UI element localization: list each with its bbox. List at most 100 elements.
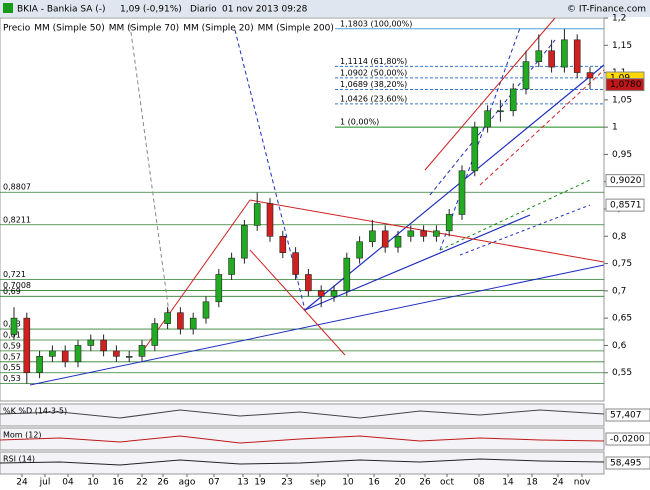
candle-body [279, 235, 287, 253]
candle-body [471, 126, 479, 172]
title: BKIA - Bankia SA (-) [17, 5, 106, 15]
x-tick-label: 24 [16, 478, 28, 488]
legend-item: MM (Simple 200) [258, 24, 334, 34]
candle-body [36, 356, 43, 374]
x-tick-label: 19 [254, 478, 266, 488]
x-tick-label: 07 [208, 478, 219, 488]
x-tick-label: 04 [62, 478, 74, 488]
x-tick-label: 20 [394, 478, 406, 488]
trend-line [424, 17, 556, 171]
support-label: 0,59 [3, 341, 21, 350]
x-tick-label: 24 [552, 478, 564, 488]
indicator-value [605, 432, 650, 446]
x-tick-label: 10 [342, 478, 354, 488]
trend-line [479, 69, 605, 186]
trend-line [249, 199, 605, 263]
y-tick-label: 0,6 [612, 341, 627, 351]
candle-body [61, 350, 69, 363]
indicator-name: %K %D (14-3-5) [3, 407, 67, 416]
price-marker [605, 78, 645, 92]
support-label: 0,8211 [3, 215, 31, 224]
x-tick-label: jul [39, 478, 51, 488]
y-tick-label: 0,55 [612, 368, 632, 378]
y-tick-label: 0,65 [612, 314, 632, 324]
logo [3, 3, 13, 13]
support-label: 0,721 [3, 270, 26, 279]
trend-line [304, 64, 605, 311]
x-tick-label: 26 [419, 478, 431, 488]
candle-body [586, 72, 594, 79]
trend-line [129, 24, 171, 321]
x-tick-label: 10 [87, 478, 99, 488]
trend-line [439, 27, 521, 251]
fib-label: 1,0689 (38,20%) [340, 80, 407, 89]
candle-body [125, 356, 133, 358]
candle-body [317, 290, 325, 297]
candle-body [189, 317, 197, 330]
legend-item: MM (Simple 50) [34, 24, 104, 34]
fib-label: 1,0426 (23,60%) [340, 94, 407, 103]
x-tick-label: 26 [157, 478, 169, 488]
price-marker [605, 174, 645, 188]
y-tick-label: 1,05 [612, 95, 632, 105]
x-tick-label: 16 [112, 478, 124, 488]
candle-body [369, 230, 376, 243]
trend-line [139, 199, 251, 356]
candle-body [228, 257, 235, 275]
candle-body [87, 339, 95, 346]
support-label: 0,57 [3, 352, 21, 361]
candle-body [202, 301, 210, 319]
candle-body [381, 230, 389, 248]
candle-body [292, 252, 299, 275]
x-tick-label: 23 [281, 478, 292, 488]
price-marker [605, 198, 645, 212]
indicator-name: Mom (12) [3, 431, 42, 440]
x-tick-label: 13 [237, 478, 248, 488]
candle-body [23, 317, 31, 374]
candle-body [151, 323, 159, 346]
x-tick-label: 08 [473, 478, 485, 488]
candle-body [573, 39, 581, 73]
last-price: 1,09 (-0,91%) [120, 5, 182, 15]
support-label: 0,7008 [3, 281, 31, 290]
x-tick-label: nov [574, 478, 591, 488]
trend-line [304, 214, 531, 311]
trend-line [29, 264, 605, 386]
candle-body [407, 230, 415, 237]
candle-body [535, 50, 543, 62]
x-tick-label: 16 [368, 478, 380, 488]
fib-label: 1 (0,00%) [340, 118, 379, 127]
x-tick-label: ago [179, 478, 196, 488]
candle-body [177, 312, 184, 330]
period: Diario [190, 5, 217, 15]
support-label: 0,69 [3, 287, 21, 296]
x-tick-label: oct [440, 478, 454, 488]
stoch-panel [0, 403, 605, 427]
y-tick-label: 0,75 [612, 259, 632, 269]
support-label: 0,53 [3, 374, 21, 383]
indicator-line [0, 458, 605, 466]
candle-body [330, 290, 338, 297]
indicator-value [605, 456, 650, 470]
y-tick-label: 0,8 [612, 232, 627, 242]
candle-body [394, 235, 402, 248]
support-label: 0,55 [3, 363, 21, 372]
indicator-value-label: 57,407 [610, 411, 642, 421]
candle-body [522, 61, 530, 90]
datetime: 01 nov 2013 09:28 [222, 5, 308, 15]
candle-body [561, 39, 568, 68]
indicator-line [0, 409, 605, 419]
indicator-value-label: 58,495 [610, 459, 642, 469]
legend-item: MM (Simple 70) [109, 24, 179, 34]
x-tick-label: 22 [136, 478, 147, 488]
price-marker-label: 0,8571 [610, 201, 642, 211]
fib-label: 1,0902 (50,00%) [340, 68, 407, 77]
candle-body [74, 345, 82, 363]
candle-body [509, 88, 517, 112]
candle-body [138, 345, 146, 357]
trend-line [459, 204, 591, 256]
y-tick-label: 1,2 [612, 14, 626, 24]
fib-label: 1,1803 (100,00%) [340, 19, 412, 28]
candle-body [10, 317, 18, 335]
